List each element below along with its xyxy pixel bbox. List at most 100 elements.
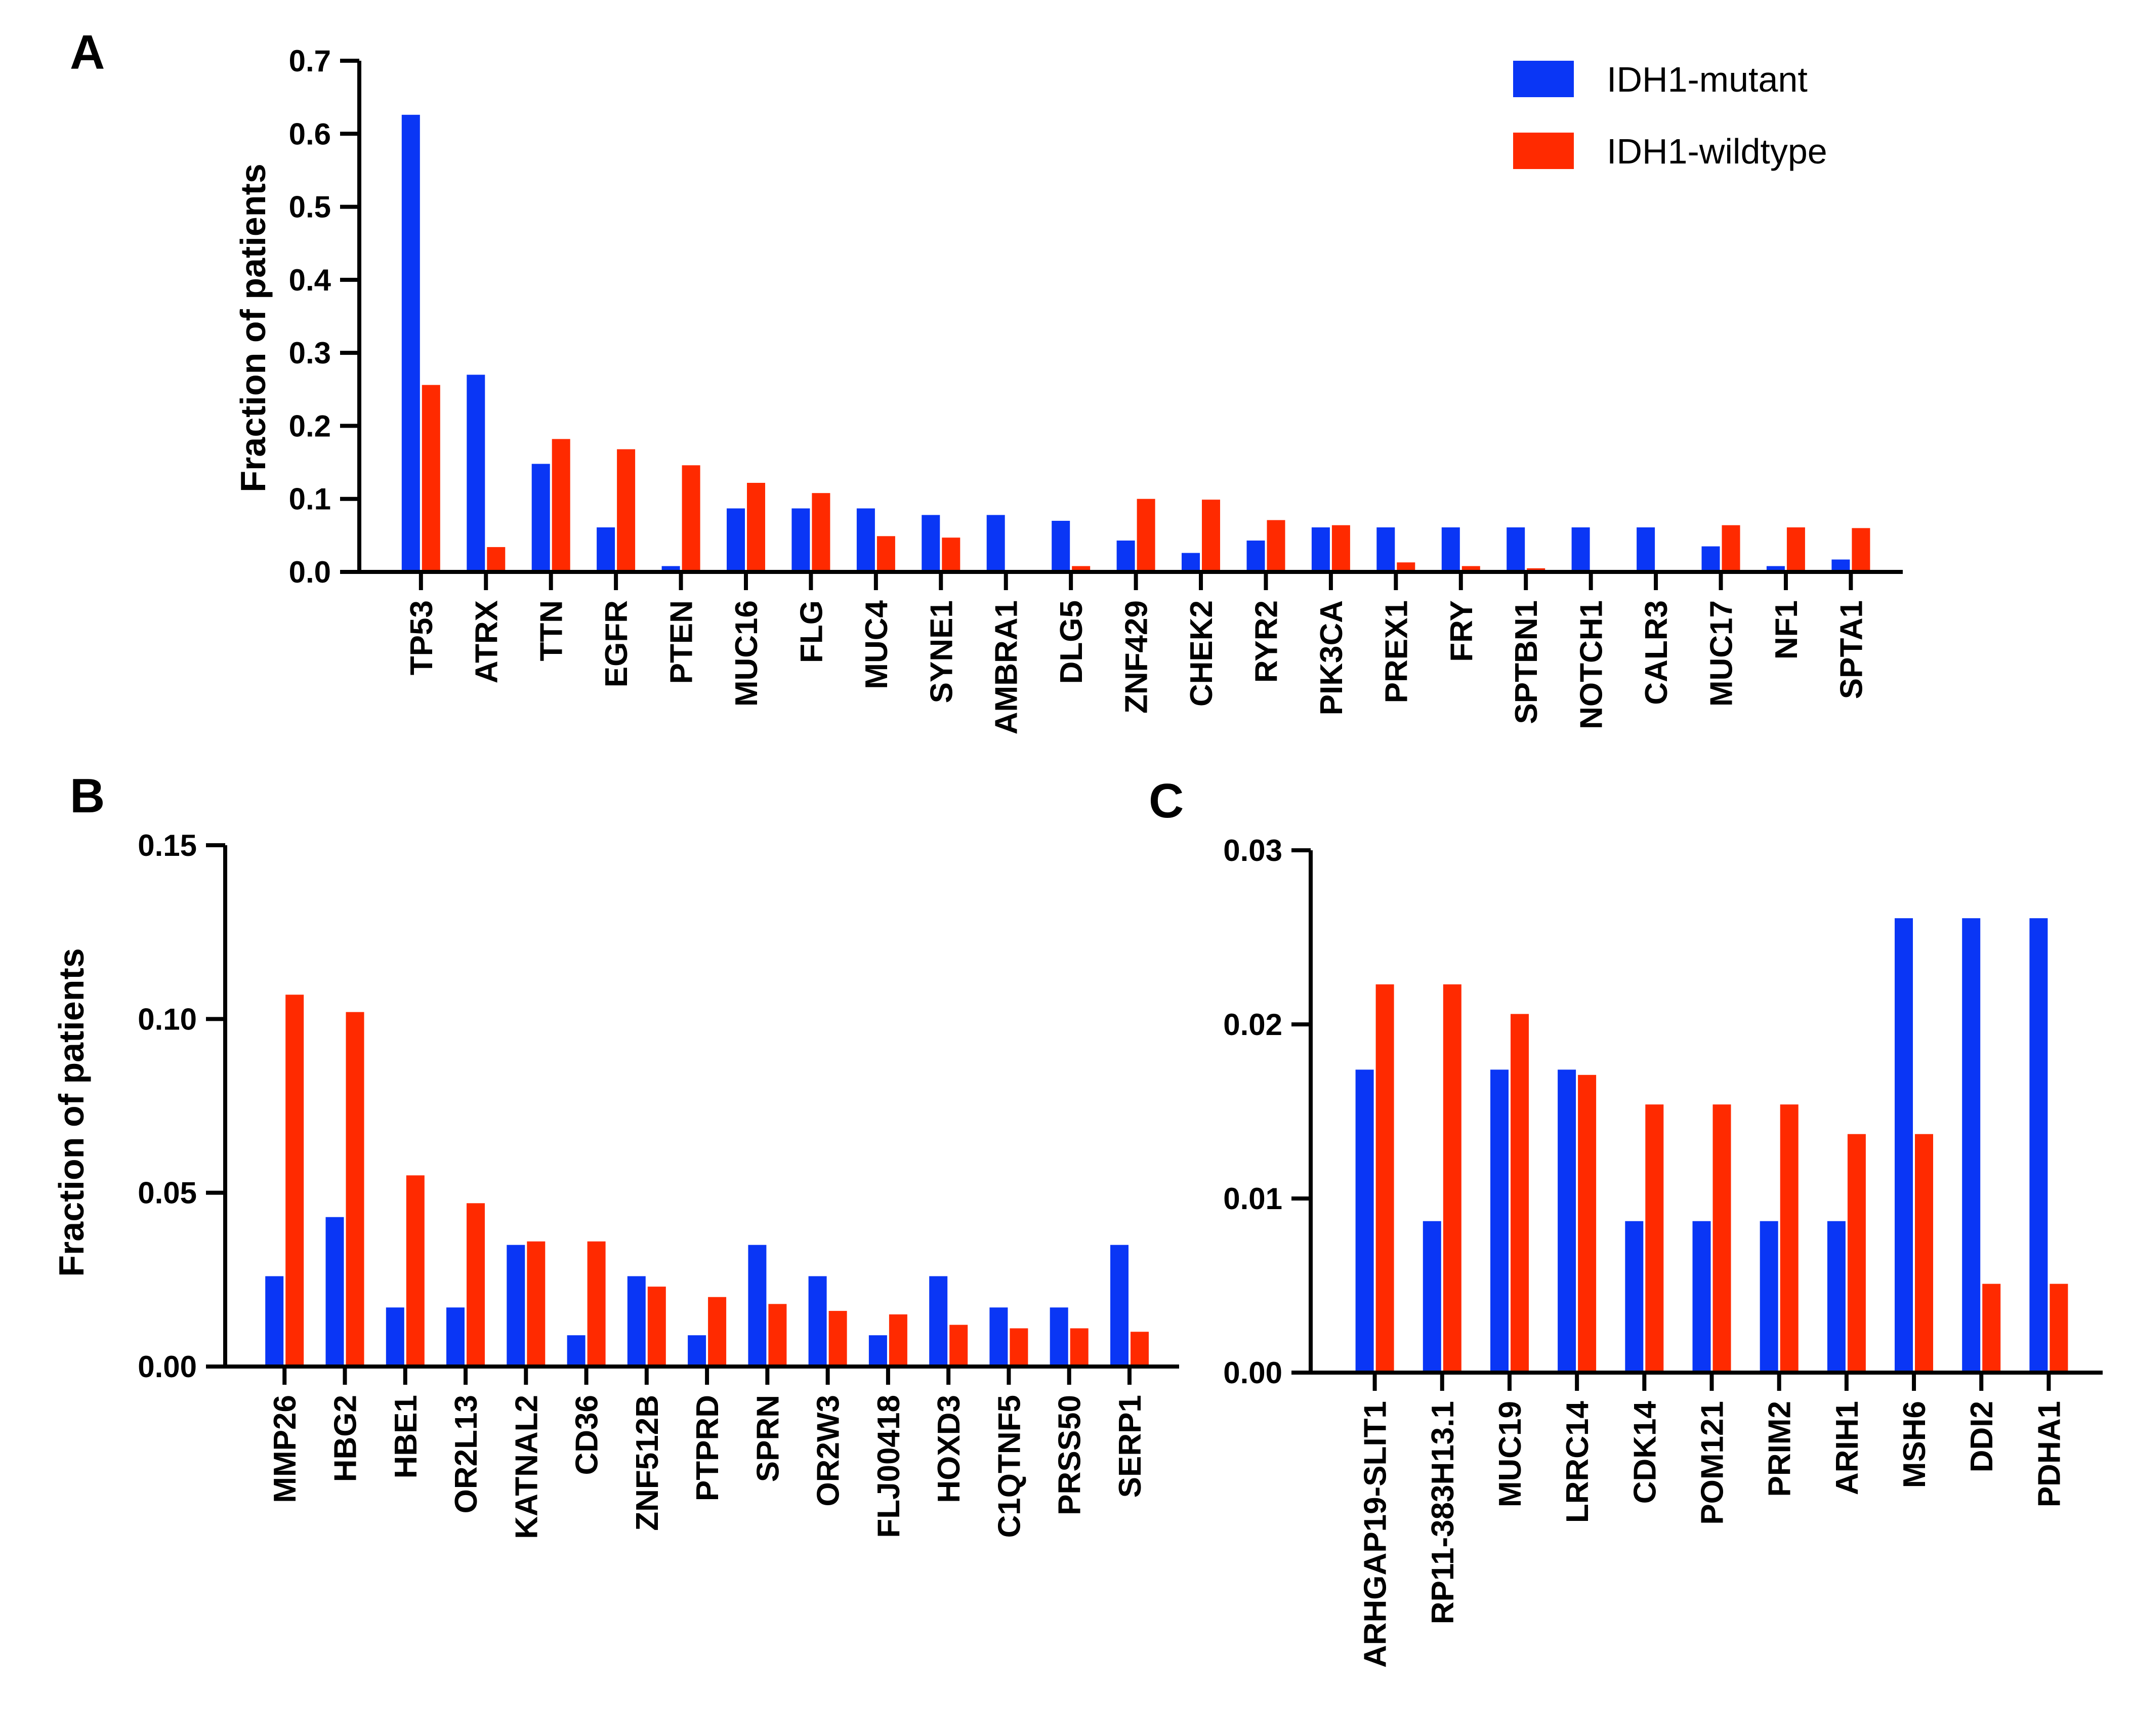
panel-b-chart: B Fraction of patients 0.00 0.05 0.10 0.15 M…: [52, 769, 1179, 1539]
panel-b-x-tick-label: HBE1: [389, 1395, 424, 1478]
panel-a-bar-wildtype-muc16: [747, 483, 765, 572]
panel-c-x-tick-label: RP11-383H13.1: [1426, 1401, 1460, 1624]
panel-b-bar-mutant-sprn: [748, 1245, 767, 1367]
panel-a-bar-wildtype-dlg5: [1072, 566, 1091, 572]
panel-a-bar-mutant-ambra1: [986, 515, 1005, 572]
panel-c-y-tick-label: 0.01: [1223, 1182, 1282, 1216]
panel-a-x-tick-label: MUC4: [859, 600, 894, 689]
panel-a-y-tick-label: 0.1: [289, 482, 331, 516]
panel-c-bar-wildtype-rp11-383h13.1: [1443, 984, 1461, 1373]
panel-a-x-tick-label: PREX1: [1379, 600, 1414, 703]
panel-c-bar-mutant-prim2: [1760, 1221, 1778, 1373]
panel-c-bar-wildtype-msh6: [1915, 1134, 1933, 1373]
panel-letter-c: C: [1149, 774, 1184, 828]
panel-c-bar-wildtype-lrrc14: [1578, 1074, 1597, 1373]
panel-b-bar-wildtype-serp1: [1131, 1332, 1149, 1367]
panel-a-bar-mutant-atrx: [467, 375, 485, 572]
panel-a-bar-mutant-ttn: [531, 464, 550, 572]
panel-a-x-tick-label: MUC17: [1704, 600, 1739, 707]
panel-b-x-tick-label: C1QTNF5: [992, 1395, 1027, 1538]
panel-a-x-tick-label: CALR3: [1639, 600, 1674, 705]
panel-b-x-tick-label: HOXD3: [932, 1395, 967, 1503]
panel-a-x-tick-label: FRY: [1444, 600, 1479, 662]
panel-b-y-tick-label: 0.10: [138, 1002, 197, 1036]
panel-b-bar-mutant-c1qtnf5: [989, 1307, 1008, 1367]
panel-b-bar-wildtype-ptprd: [708, 1297, 727, 1367]
panel-a-x-tick-label: FLG: [794, 600, 829, 663]
panel-a-bar-wildtype-pik3ca: [1331, 525, 1350, 572]
panel-letter-a: A: [70, 25, 105, 79]
panel-b-bar-mutant-mmp26: [265, 1276, 284, 1367]
panel-a-y-tick-label: 0.6: [289, 117, 331, 151]
panel-a-x-tick-label: ZNF429: [1119, 600, 1154, 714]
legend: IDH1-mutant IDH1-wildtype: [1513, 60, 1827, 171]
legend-swatch-wildtype: [1513, 133, 1574, 169]
panel-b-bar-wildtype-katnal2: [527, 1241, 546, 1367]
panel-a-bar-mutant-fry: [1441, 527, 1460, 572]
panel-a-bar-mutant-dlg5: [1052, 521, 1070, 572]
panel-a-bar-wildtype-tp53: [422, 385, 440, 572]
panel-a-x-tick-label: CHEK2: [1184, 600, 1219, 707]
panel-a-y-tick-label: 0.0: [289, 555, 331, 589]
panel-b-bar-wildtype-prss50: [1070, 1328, 1089, 1367]
panel-c-bar-mutant-pdha1: [2029, 918, 2048, 1373]
panel-b-bar-mutant-cd36: [567, 1335, 586, 1367]
panel-a-bar-wildtype-syne1: [942, 538, 960, 572]
panel-a-bar-wildtype-ryr2: [1267, 520, 1285, 572]
panel-a-bar-wildtype-nf1: [1786, 527, 1805, 572]
panel-b-bar-mutant-ptprd: [688, 1335, 706, 1367]
panel-b-bar-wildtype-hoxd3: [949, 1325, 968, 1367]
panel-c-x-tick-label: DDI2: [1965, 1401, 1999, 1472]
panel-c-bar-mutant-lrrc14: [1558, 1069, 1576, 1373]
panel-b-bar-wildtype-hbg2: [346, 1012, 364, 1367]
panel-a-bar-mutant-syne1: [922, 515, 940, 572]
panel-c-bar-mutant-arih1: [1827, 1221, 1846, 1373]
panel-c-x-tick-label: LRRC14: [1560, 1400, 1595, 1523]
panel-c-bar-mutant-pom121: [1692, 1221, 1711, 1373]
panel-b-bar-mutant-znf512b: [627, 1276, 646, 1367]
panel-a-x-tick-label: NF1: [1769, 600, 1804, 659]
panel-c-chart: C 0.00 0.01 0.02 0.03 ARHGAP19-SLIT1 RP11-383…: [1149, 774, 2103, 1668]
panel-b-y-tick-label: 0.15: [138, 829, 197, 862]
panel-c-bar-mutant-cdk14: [1625, 1221, 1644, 1373]
panel-a-x-tick-label: EGFR: [599, 600, 634, 687]
panel-b-bar-wildtype-c1qtnf5: [1010, 1328, 1028, 1367]
panel-b-bar-mutant-hoxd3: [929, 1276, 948, 1367]
panel-a-y-tick-label: 0.2: [289, 409, 331, 443]
panel-b-bar-wildtype-or2w3: [828, 1311, 847, 1367]
panel-a-bar-wildtype-flg: [812, 493, 830, 572]
panel-a-bar-wildtype-chek2: [1202, 500, 1220, 572]
panel-a-bar-mutant-egfr: [597, 527, 615, 572]
panel-b-bar-wildtype-cd36: [587, 1241, 606, 1367]
panel-c-x-tick-label: POM121: [1695, 1401, 1730, 1525]
panel-b-x-tick-label: CD36: [570, 1395, 605, 1475]
panel-a-bar-mutant-flg: [791, 508, 810, 572]
panel-b-bar-mutant-or2l13: [446, 1307, 465, 1367]
panel-c-y-tick-label: 0.03: [1223, 834, 1282, 867]
panel-a-x-tick-label: TTN: [534, 600, 569, 662]
panel-c-bar-mutant-muc19: [1490, 1069, 1509, 1373]
panel-c-x-tick-label: PRIM2: [1763, 1401, 1798, 1497]
legend-swatch-mutant: [1513, 61, 1574, 97]
panel-b-x-tick-label: HBG2: [328, 1395, 363, 1482]
panel-a-x-tick-label: SYNE1: [924, 600, 959, 703]
panel-a-x-tick-label: NOTCH1: [1574, 600, 1609, 729]
panel-b-y-axis-title: Fraction of patients: [52, 948, 91, 1276]
panel-b-x-tick-label: OR2W3: [811, 1395, 846, 1506]
panel-c-y-tick-label: 0.02: [1223, 1008, 1282, 1042]
panel-a-bar-wildtype-muc4: [876, 536, 895, 572]
panel-c-x-tick-label: MUC19: [1493, 1401, 1528, 1507]
panel-a-x-tick-label: PIK3CA: [1314, 600, 1349, 715]
panel-a-bar-mutant-nf1: [1766, 566, 1785, 572]
panel-b-bar-wildtype-flj00418: [889, 1314, 907, 1367]
panel-a-bar-wildtype-fry: [1461, 566, 1480, 572]
panel-a-bar-wildtype-ttn: [552, 439, 570, 572]
legend-label-mutant: IDH1-mutant: [1607, 60, 1808, 99]
panel-a-bar-wildtype-atrx: [487, 547, 506, 572]
panel-a-y-tick-label: 0.4: [289, 263, 331, 297]
panel-a-x-tick-label: AMBRA1: [989, 600, 1024, 734]
panel-c-bar-mutant-arhgap19-slit1: [1355, 1069, 1374, 1373]
panel-a-bar-mutant-pten: [661, 566, 680, 572]
panel-b-bar-wildtype-sprn: [768, 1304, 787, 1367]
panel-b-bar-wildtype-mmp26: [285, 995, 304, 1367]
